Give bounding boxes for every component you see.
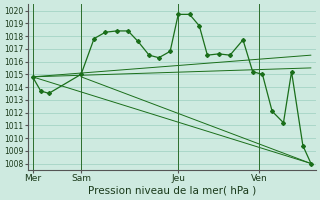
X-axis label: Pression niveau de la mer( hPa ): Pression niveau de la mer( hPa ) [88, 186, 256, 196]
